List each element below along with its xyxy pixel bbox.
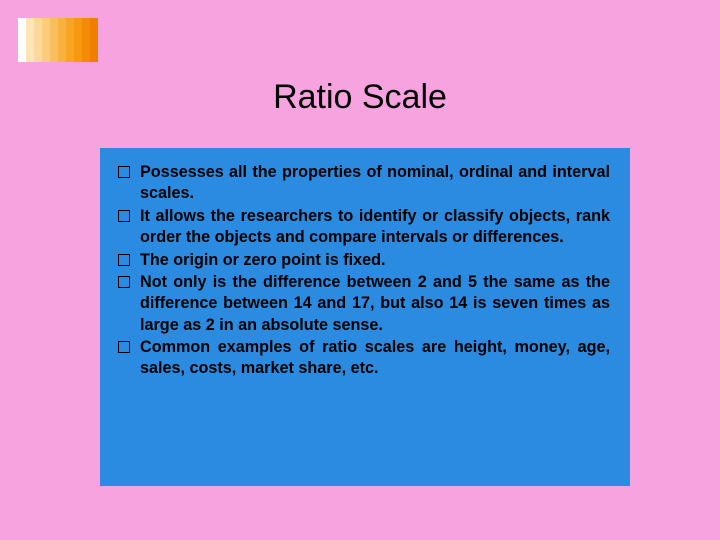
bullet-item: Possesses all the properties of nominal,… bbox=[118, 162, 610, 205]
corner-bar bbox=[66, 18, 74, 62]
corner-bar bbox=[82, 18, 90, 62]
corner-bar bbox=[18, 18, 26, 62]
corner-bar bbox=[42, 18, 50, 62]
corner-bar bbox=[74, 18, 82, 62]
content-panel: Possesses all the properties of nominal,… bbox=[100, 148, 630, 486]
corner-bar bbox=[50, 18, 58, 62]
bullet-item: The origin or zero point is fixed. bbox=[118, 250, 610, 271]
corner-bar bbox=[34, 18, 42, 62]
corner-bar bbox=[26, 18, 34, 62]
bullet-list: Possesses all the properties of nominal,… bbox=[118, 162, 610, 380]
bullet-item: Common examples of ratio scales are heig… bbox=[118, 337, 610, 380]
bullet-item: It allows the researchers to identify or… bbox=[118, 206, 610, 249]
slide-title: Ratio Scale bbox=[0, 78, 720, 117]
corner-bar bbox=[58, 18, 66, 62]
corner-decoration bbox=[18, 18, 98, 62]
bullet-item: Not only is the difference between 2 and… bbox=[118, 272, 610, 336]
corner-bar bbox=[90, 18, 98, 62]
